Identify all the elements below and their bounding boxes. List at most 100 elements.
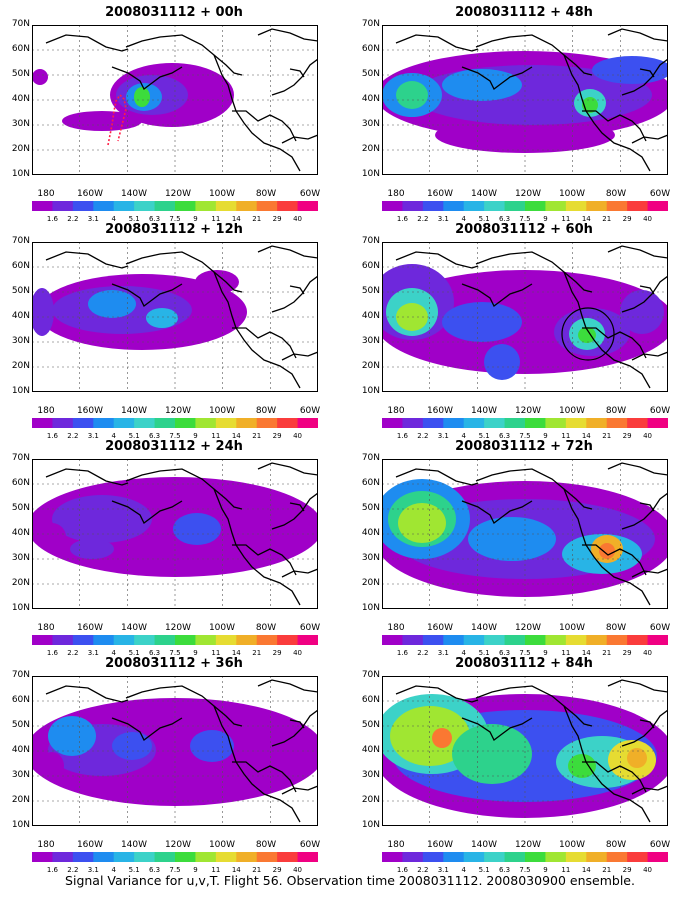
longitude-tick-label: 80W (255, 189, 277, 199)
latitude-tick-label: 40N (361, 94, 380, 104)
colorbar-label: 3.1 (87, 866, 99, 874)
longitude-tick-label: 140W (470, 623, 498, 633)
colorbar-label: 21 (602, 215, 612, 223)
variance-contour-region (599, 543, 615, 559)
colorbar-segment (72, 201, 94, 211)
colorbar-segment (402, 201, 424, 211)
colorbar-segment (525, 635, 546, 645)
latitude-tick-label: 70N (361, 453, 380, 463)
longitude-tick-label: 120W (164, 406, 192, 416)
colorbar-label: 4 (111, 649, 116, 657)
colorbar-segment (175, 852, 196, 862)
colorbar-segment (297, 852, 318, 862)
colorbar-label: 21 (252, 432, 262, 440)
colorbar-segment (422, 418, 444, 428)
colorbar-label: 1.6 (46, 649, 58, 657)
map-panel: 2008031112 + 84h 70N 60N 50N 40N 30N 20N 10N 180… (350, 656, 700, 874)
longitude-tick-label: 60W (649, 406, 671, 416)
latitude-tick-label: 10N (11, 386, 30, 396)
variance-contour-region (390, 706, 470, 766)
colorbar (382, 635, 668, 645)
latitude-tick-label: 60N (11, 478, 30, 488)
colorbar-segment (32, 635, 53, 645)
coastline (45, 34, 129, 52)
coastline (461, 717, 533, 741)
colorbar-segment (113, 852, 135, 862)
colorbar-segment (422, 201, 444, 211)
variance-contour-region (442, 302, 522, 342)
longitude-tick-label: 60W (649, 189, 671, 199)
panel-title: 2008031112 + 72h (455, 439, 593, 454)
longitude-tick-label: 180 (387, 189, 405, 199)
latitude-tick-label: 10N (361, 169, 380, 179)
longitude-tick-label: 80W (605, 406, 627, 416)
coastline (607, 245, 668, 259)
colorbar-segment (154, 635, 176, 645)
colorbar-segment (52, 852, 74, 862)
map-panel: 2008031112 + 72h 70N 60N 50N 40N 30N 20N 10N 180… (350, 439, 700, 657)
coastline (213, 705, 301, 823)
colorbar-label: 3.1 (437, 215, 449, 223)
colorbar-segment (297, 635, 318, 645)
variance-contour-region (442, 69, 522, 101)
colorbar-segment (134, 635, 156, 645)
colorbar-segment (627, 418, 649, 428)
coastline (461, 283, 533, 307)
colorbar-label: 6.3 (148, 432, 161, 440)
colorbar-segment (545, 635, 567, 645)
variance-map (382, 459, 668, 609)
colorbar-segment (134, 852, 156, 862)
map-panel: 2008031112 + 36h 70N 60N 50N 40N 30N 20N 10N 180… (0, 656, 350, 874)
colorbar-label: 40 (293, 866, 303, 874)
coastline (631, 351, 668, 361)
latitude-tick-label: 30N (361, 770, 380, 780)
colorbar-label: 1.6 (396, 215, 408, 223)
colorbar-label: 5.1 (128, 432, 140, 440)
longitude-tick-label: 160W (426, 406, 454, 416)
latitude-tick-label: 70N (361, 236, 380, 246)
latitude-tick-label: 40N (361, 311, 380, 321)
colorbar-label: 5.1 (478, 215, 490, 223)
colorbar-segment (32, 418, 53, 428)
latitude-tick-label: 40N (361, 528, 380, 538)
colorbar-segment (195, 418, 217, 428)
colorbar-segment (154, 201, 176, 211)
coastline (125, 468, 243, 510)
colorbar-label: 1.6 (46, 432, 58, 440)
coastline (395, 34, 479, 52)
latitude-tick-label: 10N (361, 820, 380, 830)
longitude-tick-label: 100W (208, 406, 236, 416)
colorbar-label: 9 (193, 432, 198, 440)
longitude-tick-label: 100W (208, 189, 236, 199)
latitude-tick-label: 50N (361, 503, 380, 513)
variance-contour-region (195, 270, 239, 294)
coastline (281, 351, 318, 361)
panel-title: 2008031112 + 48h (455, 5, 593, 20)
colorbar-segment (463, 418, 485, 428)
coastline (257, 28, 318, 42)
colorbar-label: 6.3 (148, 866, 161, 874)
variance-contour-region (484, 344, 520, 380)
latitude-tick-label: 30N (361, 119, 380, 129)
colorbar-segment (52, 635, 74, 645)
colorbar-label: 5.1 (128, 649, 140, 657)
figure-caption: Signal Variance for u,v,T. Flight 56. Ob… (65, 873, 635, 888)
colorbar-segment (606, 852, 628, 862)
variance-contour-region (32, 288, 54, 336)
colorbar-label: 29 (272, 432, 282, 440)
latitude-tick-label: 20N (11, 361, 30, 371)
latitude-tick-label: 70N (361, 19, 380, 29)
colorbar-segment (52, 418, 74, 428)
latitude-tick-label: 70N (11, 236, 30, 246)
coastline (621, 58, 668, 96)
colorbar-label: 40 (643, 649, 653, 657)
colorbar-label: 14 (581, 215, 591, 223)
coastline (125, 251, 243, 293)
coastline (271, 275, 318, 313)
colorbar-segment (463, 852, 485, 862)
coastline (563, 54, 651, 172)
variance-contour-region (112, 732, 152, 760)
longitude-tick-label: 60W (299, 623, 321, 633)
coastline (631, 785, 668, 795)
latitude-tick-label: 20N (361, 578, 380, 588)
